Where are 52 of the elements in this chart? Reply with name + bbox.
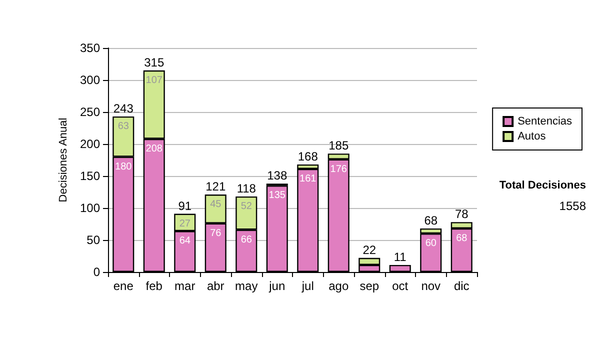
data-label: 161 bbox=[300, 173, 317, 184]
total-label: 68 bbox=[424, 213, 438, 228]
text: Total Decisiones bbox=[499, 180, 586, 192]
y-tick-label: 200 bbox=[80, 137, 100, 151]
total-label: 243 bbox=[113, 101, 134, 116]
total-label: 315 bbox=[144, 55, 164, 70]
total-label: 78 bbox=[454, 207, 469, 222]
data-label: 63 bbox=[118, 120, 130, 132]
total-label: 91 bbox=[178, 198, 192, 213]
y-axis-title: Decisiones Anual bbox=[58, 118, 70, 202]
data-label: 180 bbox=[115, 161, 132, 172]
x-tick-label: ago bbox=[328, 279, 349, 293]
data-label: 76 bbox=[210, 228, 222, 239]
total-label: 185 bbox=[328, 138, 349, 153]
x-tick-label: jul bbox=[300, 279, 314, 293]
total-label: 121 bbox=[206, 180, 226, 194]
data-label: 66 bbox=[240, 234, 252, 246]
y-tick-label: 150 bbox=[80, 169, 100, 183]
data-label: 27 bbox=[179, 218, 191, 230]
y-tick-label: 350 bbox=[80, 41, 100, 55]
y-tick-label: 100 bbox=[80, 201, 100, 215]
y-tick-label: 0 bbox=[93, 265, 100, 279]
x-tick-label: jun bbox=[268, 279, 286, 293]
legend-label: Autos bbox=[518, 130, 546, 142]
x-tick-label: feb bbox=[146, 279, 163, 293]
data-label: 107 bbox=[146, 74, 163, 86]
total-label: 118 bbox=[236, 181, 256, 196]
x-tick-label: dic bbox=[454, 279, 470, 293]
data-label: 68 bbox=[456, 232, 468, 244]
x-tick-label: oct bbox=[392, 279, 409, 293]
data-label: 135 bbox=[268, 190, 286, 202]
x-tick-label: ene bbox=[113, 279, 134, 293]
x-tick-label: nov bbox=[421, 279, 441, 293]
data-label: 64 bbox=[179, 236, 191, 247]
data-label: 45 bbox=[210, 199, 222, 210]
y-tick-label: 50 bbox=[86, 233, 100, 247]
total-label: 168 bbox=[298, 149, 318, 164]
x-tick-label: mar bbox=[174, 279, 196, 293]
y-tick-label: 300 bbox=[80, 73, 100, 87]
data-label: 176 bbox=[330, 164, 348, 175]
data-label: 208 bbox=[146, 143, 163, 154]
x-tick-label: abr bbox=[206, 279, 224, 293]
total-label: 22 bbox=[362, 242, 376, 257]
data-label: 52 bbox=[240, 200, 252, 212]
text: 1558 bbox=[559, 199, 586, 213]
total-label: 138 bbox=[267, 168, 288, 183]
y-tick-label: 250 bbox=[80, 105, 100, 119]
total-label: 11 bbox=[394, 250, 407, 264]
x-tick-label: may bbox=[235, 279, 258, 293]
legend-label: Sentencias bbox=[518, 116, 572, 128]
data-label: 60 bbox=[425, 238, 437, 250]
x-tick-label: sep bbox=[360, 279, 380, 293]
